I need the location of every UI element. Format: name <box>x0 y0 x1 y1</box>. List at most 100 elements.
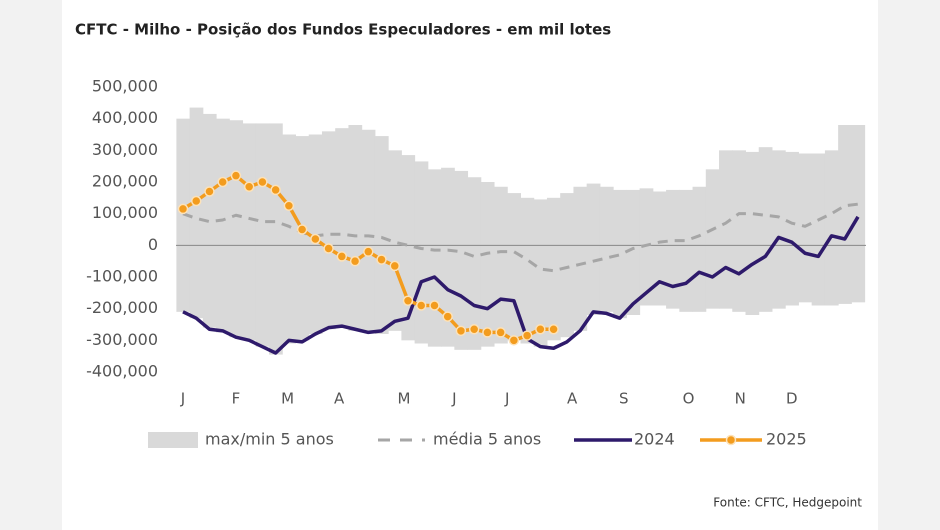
band-bar <box>692 186 707 312</box>
band-bar <box>282 134 296 344</box>
series-marker <box>230 170 242 181</box>
x-tick-label: J <box>504 390 509 408</box>
x-tick-label: A <box>334 390 345 408</box>
series-marker <box>468 324 480 335</box>
series-marker <box>257 176 268 188</box>
y-tick-label: 200,000 <box>92 172 158 191</box>
band-bar <box>480 182 495 347</box>
y-tick-label: 500,000 <box>92 77 158 96</box>
band-bar <box>229 120 244 338</box>
band-bar <box>269 123 283 355</box>
band-bar <box>295 136 310 341</box>
series-marker <box>376 254 387 265</box>
band-bar <box>838 125 852 304</box>
x-tick-label: M <box>398 390 411 408</box>
series-marker <box>270 184 281 196</box>
band-bar <box>321 131 336 330</box>
band-bar <box>586 183 601 315</box>
x-tick-label: D <box>786 390 798 408</box>
series-marker <box>190 195 202 207</box>
series-marker <box>535 324 546 335</box>
y-tick-label: -100,000 <box>86 267 158 286</box>
series-line <box>182 202 859 273</box>
series-marker <box>495 327 506 338</box>
legend-swatch <box>148 432 198 448</box>
band-bar <box>520 197 535 344</box>
series-marker <box>415 300 427 311</box>
band-bar <box>732 150 746 312</box>
band-bar <box>666 189 680 309</box>
x-tick-label: J <box>180 390 185 408</box>
band-bar <box>546 197 561 341</box>
y-tick-label: 100,000 <box>92 203 158 222</box>
band-bar <box>361 129 376 333</box>
series-marker <box>296 224 308 235</box>
band-bar <box>652 191 667 306</box>
series-marker <box>442 311 453 322</box>
x-tick-label: S <box>619 390 629 408</box>
band-bar <box>758 147 773 312</box>
series-marker <box>482 327 493 338</box>
series-marker <box>508 335 520 346</box>
band-bar <box>242 123 257 341</box>
band-bar <box>745 151 760 315</box>
series-marker <box>204 186 215 197</box>
source: Fonte: CFTC, Hedgepoint <box>713 496 862 510</box>
band-bar <box>599 186 614 312</box>
chart-title: CFTC - Milho - Posição dos Fundos Especu… <box>75 21 611 39</box>
series-marker <box>310 233 321 245</box>
band-bar <box>414 161 429 344</box>
series-marker <box>548 324 559 335</box>
series-marker <box>283 200 295 211</box>
band-bar <box>255 123 270 347</box>
band-bar <box>639 188 654 306</box>
x-tick-label: N <box>735 390 746 408</box>
band-bar <box>441 167 455 347</box>
y-tick-label: 300,000 <box>92 140 158 159</box>
legend-swatch <box>725 434 737 446</box>
band-bar <box>573 186 588 331</box>
legend-label: média 5 anos <box>433 430 541 449</box>
band-bar <box>719 150 733 309</box>
band-bar <box>454 170 469 350</box>
series-marker <box>177 203 189 215</box>
y-tick-label: 400,000 <box>92 108 158 127</box>
band-bar <box>467 177 482 350</box>
band-bar <box>851 125 866 303</box>
band-bar <box>427 169 442 347</box>
series-marker <box>429 300 440 311</box>
band-bar <box>533 199 548 347</box>
band-bar <box>626 189 641 315</box>
y-tick-label: -200,000 <box>86 298 158 317</box>
band-bar <box>771 150 786 309</box>
band-bar <box>335 128 349 328</box>
x-tick-label: O <box>683 390 695 408</box>
series-marker <box>349 255 361 267</box>
band-bar <box>679 189 694 312</box>
legend-label: max/min 5 anos <box>205 430 334 449</box>
series-marker <box>323 243 334 254</box>
x-tick-label: J <box>451 390 456 408</box>
legend-label: 2025 <box>766 430 807 449</box>
band-bar <box>811 153 826 306</box>
band-bar <box>388 150 402 331</box>
y-tick-label: -300,000 <box>86 330 158 349</box>
series-marker <box>243 181 255 192</box>
y-tick-label: -400,000 <box>86 362 158 381</box>
band-bar <box>824 150 839 306</box>
band-bar <box>216 118 230 333</box>
series-marker <box>521 330 533 341</box>
band-bar <box>202 113 217 328</box>
y-tick-label: 0 <box>148 235 158 254</box>
series-marker <box>455 325 467 337</box>
legend-label: 2024 <box>634 430 675 449</box>
band-bar <box>798 153 813 303</box>
x-tick-label: F <box>232 390 241 408</box>
series-line <box>182 215 860 355</box>
band-bar <box>189 107 204 319</box>
series-marker <box>217 176 228 188</box>
band-bar <box>613 189 627 319</box>
x-tick-label: A <box>567 390 578 408</box>
x-tick-label: M <box>281 390 294 408</box>
